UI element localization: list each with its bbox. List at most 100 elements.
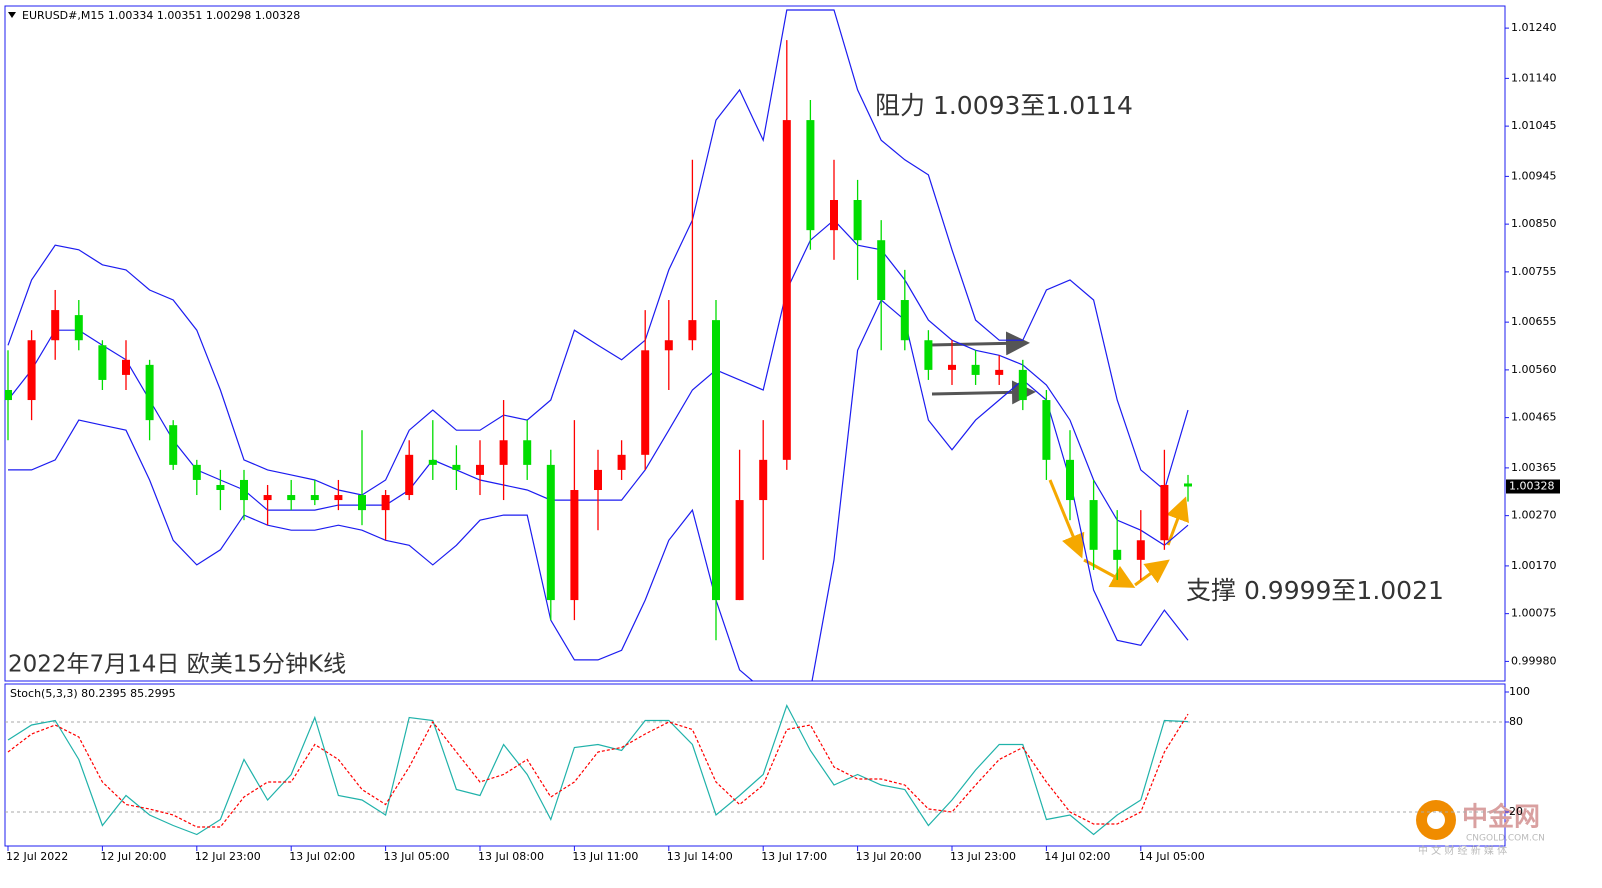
indicator-value: 85.2995 [130, 687, 176, 700]
candle-body [192, 464, 201, 480]
header: EURUSD#,M15 1.00334 1.00351 1.00298 1.00… [22, 9, 300, 22]
y-tick-label: 1.00075 [1511, 607, 1557, 620]
y-tick-label: 1.00465 [1511, 411, 1557, 424]
watermark-site: CNGOLD.COM.CN [1466, 834, 1545, 844]
arrow [1083, 558, 1136, 588]
candle-body [27, 340, 36, 401]
candle-body [428, 459, 437, 465]
y-tick-label: 80 [1509, 715, 1523, 728]
candle-body [995, 369, 1004, 375]
indicator-value: 80.2395 [81, 687, 127, 700]
candle-body [334, 495, 343, 501]
candle-body [664, 340, 673, 351]
plot-area [5, 9, 1192, 681]
arrow [1134, 559, 1170, 587]
indicator-line [7, 703, 1189, 836]
y-tick-label: 1.01240 [1511, 21, 1557, 34]
candle-body [924, 340, 933, 370]
annotation: 支撑 0.9999至1.0021 [1186, 576, 1444, 605]
candle-body [594, 469, 602, 491]
candle-body [688, 320, 697, 341]
candle-body [310, 495, 319, 501]
annotation: 阻力 1.0093至1.0114 [875, 91, 1133, 120]
candle-body [169, 425, 178, 465]
y-tick-label: 1.00560 [1511, 363, 1557, 376]
candle-body [74, 315, 83, 341]
candle-body [240, 479, 248, 501]
candle-body [853, 200, 862, 241]
candle-body [782, 120, 791, 460]
candle-body [948, 364, 956, 370]
sub-frame [4, 683, 1506, 847]
candle-body [405, 454, 414, 496]
indicator-label: Stoch(5,3,3) 80.2395 85.2995 [10, 687, 176, 700]
arrow [1166, 496, 1189, 546]
candle-body [381, 495, 390, 511]
main-frame [4, 5, 1506, 682]
candle-body [216, 484, 225, 491]
x-tick-label: 12 Jul 23:00 [195, 850, 261, 863]
y-tick-label: 1.00850 [1511, 217, 1557, 230]
arrow [931, 380, 1036, 405]
current-price-box [1506, 479, 1560, 494]
y-tick-label: 1.01045 [1511, 119, 1557, 132]
x-tick-label: 13 Jul 23:00 [950, 850, 1016, 863]
candle-body [263, 495, 272, 501]
x-tick-label: 13 Jul 20:00 [856, 850, 922, 863]
y-tick-label: 20 [1509, 805, 1523, 818]
x-tick-label: 14 Jul 05:00 [1139, 850, 1205, 863]
candle-body [1018, 369, 1027, 401]
candle-body [5, 389, 12, 401]
candle-body [1113, 549, 1122, 560]
x-tick-label: 13 Jul 02:00 [289, 850, 355, 863]
candle-body [735, 500, 744, 601]
header-icon [8, 12, 16, 18]
candle-body [452, 464, 461, 470]
y-tick-label: 1.00365 [1511, 461, 1557, 474]
indicator-name: Stoch(5,3,3) [10, 687, 78, 700]
candle-body [759, 459, 768, 501]
y-tick-label: 1.01140 [1511, 71, 1557, 84]
indicator-line [7, 713, 1189, 828]
y-tick-label: 1.00170 [1511, 559, 1557, 572]
current-price-label: 1.00328 [1509, 479, 1555, 492]
candle-body [830, 200, 838, 231]
candle-body [287, 495, 296, 501]
watermark-name: 中金网 [1462, 802, 1540, 833]
chart-title: 2022年7月14日 欧美15分钟K线 [8, 652, 346, 678]
candle-body [122, 359, 130, 375]
candle-body [712, 320, 720, 601]
x-tick-label: 13 Jul 17:00 [761, 850, 827, 863]
x-tick-label: 13 Jul 11:00 [572, 850, 638, 863]
arrows [929, 331, 1189, 588]
x-tick-label: 12 Jul 2022 [6, 850, 68, 863]
indicator-area [5, 703, 1505, 836]
y-tick-label: 1.00655 [1511, 315, 1557, 328]
candle-body [617, 454, 626, 470]
candle-body [1066, 459, 1074, 501]
candle-body [570, 490, 579, 601]
candle-body [51, 310, 60, 341]
candle-body [499, 440, 508, 465]
y-tick-label: 1.00270 [1511, 509, 1557, 522]
x-tick-label: 13 Jul 14:00 [667, 850, 733, 863]
candle-body [1184, 483, 1192, 487]
candle-body [546, 464, 555, 601]
candle-body [877, 240, 886, 301]
x-tick-label: 13 Jul 08:00 [478, 850, 544, 863]
candle-body [98, 345, 107, 380]
candle-body [900, 300, 909, 341]
x-tick-label: 12 Jul 20:00 [100, 850, 166, 863]
candle-body [971, 364, 980, 375]
y-tick-label: 1.00755 [1511, 265, 1557, 278]
candle-body [1089, 500, 1098, 550]
band-upper [7, 9, 1189, 496]
band-lower [8, 299, 1189, 681]
candle-body [1136, 540, 1145, 560]
candle-body [476, 464, 484, 475]
arrow [929, 331, 1030, 356]
y-tick-label: 1.00945 [1511, 169, 1557, 182]
y-tick-label: 100 [1509, 685, 1530, 698]
